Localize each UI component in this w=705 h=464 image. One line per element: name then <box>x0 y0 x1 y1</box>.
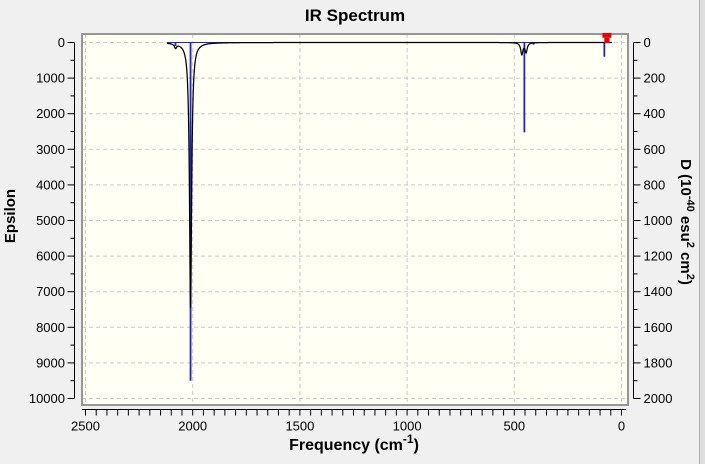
svg-text:1400: 1400 <box>644 284 673 299</box>
x-axis <box>82 409 626 416</box>
svg-text:0: 0 <box>644 35 651 50</box>
chart-title: IR Spectrum <box>304 6 406 25</box>
svg-text:2000: 2000 <box>644 391 673 406</box>
epsilon-curve <box>166 41 613 309</box>
svg-text:2000: 2000 <box>36 106 65 121</box>
svg-text:3000: 3000 <box>36 142 65 157</box>
svg-text:2500: 2500 <box>71 419 100 434</box>
x-axis-tick-labels: 2500 2000 1500 1000 500 0 <box>71 419 625 434</box>
svg-text:2000: 2000 <box>178 419 207 434</box>
svg-text:8000: 8000 <box>36 320 65 335</box>
svg-text:0: 0 <box>618 419 625 434</box>
svg-text:200: 200 <box>644 71 666 86</box>
y-axis-right <box>633 42 641 399</box>
svg-text:1200: 1200 <box>644 249 673 264</box>
svg-text:1000: 1000 <box>644 213 673 228</box>
svg-text:600: 600 <box>644 142 666 157</box>
svg-text:800: 800 <box>644 177 666 192</box>
y-axis-right-label: D (10-40 esu2 cm2) <box>677 159 696 285</box>
svg-text:1500: 1500 <box>285 419 314 434</box>
svg-text:1800: 1800 <box>644 355 673 370</box>
svg-text:1000: 1000 <box>36 71 65 86</box>
svg-text:5000: 5000 <box>36 213 65 228</box>
plot-area[interactable] <box>82 34 628 405</box>
svg-text:4000: 4000 <box>36 177 65 192</box>
y-axis-left-label: Epsilon <box>2 189 19 243</box>
svg-text:400: 400 <box>644 106 666 121</box>
y-axis-left-tick-labels: 0 1000 2000 3000 4000 5000 6000 7000 8000 9000 100… <box>29 35 65 406</box>
spectrum-position-marker[interactable] <box>602 33 612 43</box>
plot-frame <box>81 33 629 406</box>
svg-text:500: 500 <box>503 419 525 434</box>
gridlines <box>83 35 627 404</box>
y-axis-left <box>67 42 75 399</box>
svg-text:1600: 1600 <box>644 320 673 335</box>
x-axis-label: Frequency (cm-1) <box>289 432 419 454</box>
svg-text:9000: 9000 <box>36 355 65 370</box>
svg-text:1000: 1000 <box>393 419 422 434</box>
svg-text:6000: 6000 <box>36 249 65 264</box>
svg-text:10000: 10000 <box>29 391 65 406</box>
svg-text:7000: 7000 <box>36 284 65 299</box>
svg-text:0: 0 <box>58 35 65 50</box>
window-edge <box>699 0 705 464</box>
y-axis-right-tick-labels: 0 200 400 600 800 1000 1200 1400 1600 1800 2000 <box>644 35 673 406</box>
